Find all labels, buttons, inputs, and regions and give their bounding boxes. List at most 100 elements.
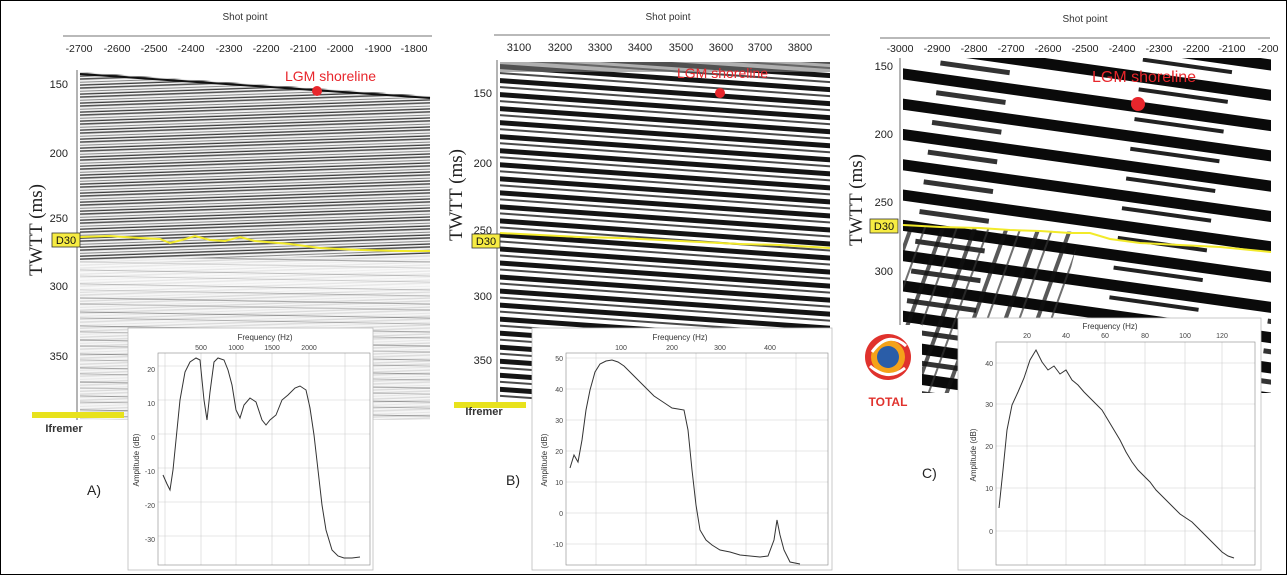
y-tick-label: 300 [474,291,492,303]
x-tick-label: 3200 [548,42,572,54]
spectrum-y-ticks: 40 30 20 10 0 [985,361,993,536]
y-tick-label: 350 [50,351,68,363]
y-tick-label: 200 [875,129,893,141]
x-tick-label: -1800 [401,43,428,55]
x-tick-label: 3400 [628,42,652,54]
panel-a-logo: Ifremer [45,423,83,435]
spectrum-y-tick: 50 [555,356,563,363]
panel-c-twtt-label: TWTT (ms) [846,154,867,246]
x-tick-label: -2300 [216,43,243,55]
spectrum-y-tick: -10 [145,469,155,476]
spectrum-y-tick: 0 [989,529,993,536]
y-tick-label: 200 [474,158,492,170]
y-tick-label: 250 [50,213,68,225]
x-tick-label: -2500 [1072,43,1099,55]
x-tick-label: -2800 [961,43,988,55]
panel-a-x-ticks: -2700 -2600 -2500 -2400 -2300 -2200 -210… [66,43,428,55]
spectrum-x-tick: 1500 [264,345,280,352]
x-tick-label: -2100 [1219,43,1246,55]
panel-c-d30-label: D30 [874,221,894,233]
y-tick-label: 300 [875,266,893,278]
spectrum-x-ticks: 100 200 300 400 [615,345,776,352]
x-tick-label: -2600 [1035,43,1062,55]
x-tick-label: -2700 [66,43,93,55]
x-tick-label: -2000 [327,43,354,55]
panel-b-d30-horizon [499,232,831,249]
y-tick-label: 350 [474,355,492,367]
panel-a-letter: A) [87,482,101,498]
spectrum-y-tick: 20 [147,367,155,374]
spectrum-x-title: Frequency (Hz) [237,333,292,342]
panel-b-x-ticks: 3100 3200 3300 3400 3500 3600 3700 3800 [507,42,812,54]
x-tick-label: -2300 [1146,43,1173,55]
y-tick-label: 250 [875,197,893,209]
y-tick-label: 300 [50,281,68,293]
x-tick-label: -2200 [253,43,280,55]
panel-b-y-ticks: 150 200 250 300 350 [474,88,492,367]
spectrum-x-tick: 2000 [301,345,317,352]
y-tick-label: 150 [474,88,492,100]
panel-c-spectrum-inset: Frequency (Hz) 20 40 60 80 100 120 Ampli… [957,317,1262,571]
x-tick-label: -2700 [998,43,1025,55]
spectrum-y-tick: 10 [555,480,563,487]
spectrum-y-tick: 10 [147,401,155,408]
spectrum-x-tick: 40 [1062,333,1070,340]
panel-c: Shot point -3000 -2900 -2800 -2700 -2600… [846,14,1279,571]
panel-a-d30-label-box [51,232,81,248]
x-tick-label: 3600 [709,42,733,54]
panel-b-shoreline-label: LGM shoreline [677,65,768,81]
panel-c-d30-horizon [902,224,1272,253]
panel-b-twtt-label: TWTT (ms) [446,149,467,241]
spectrum-x-ticks: 500 1000 1500 2000 [195,345,317,352]
panel-a-spectrum-inset: Frequency (Hz) 500 1000 1500 2000 Amplit… [127,327,374,571]
spectrum-x-tick: 200 [666,345,678,352]
spectrum-y-tick: 40 [555,387,563,394]
spectrum-x-tick: 400 [764,345,776,352]
spectrum-y-tick: -20 [145,503,155,510]
x-tick-label: -2200 [1183,43,1210,55]
spectrum-y-tick: 20 [985,444,993,451]
panel-c-letter: C) [922,465,937,481]
spectrum-y-tick: 20 [555,449,563,456]
x-tick-label: 3100 [507,42,531,54]
spectrum-y-tick: 10 [985,486,993,493]
spectrum-y-tick: 0 [151,435,155,442]
panel-b-letter: B) [506,472,520,488]
spectrum-x-ticks: 20 40 60 80 100 120 [1023,333,1228,340]
x-tick-label: -2400 [178,43,205,55]
panel-a-d30-horizon [79,234,430,252]
x-tick-label: 3500 [669,42,693,54]
spectrum-y-title: Amplitude (dB) [540,433,549,486]
spectrum-y-tick: 30 [555,418,563,425]
x-tick-label: 3300 [588,42,612,54]
x-tick-label: 3800 [788,42,812,54]
panel-c-shoreline-marker [1131,97,1145,111]
spectrum-x-tick: 20 [1023,333,1031,340]
x-tick-label: -200 [1257,43,1278,55]
panel-c-y-ticks: 150 200 250 300 [875,61,893,278]
panel-a: Shot point -2700 -2600 -2500 -2400 -2300… [26,12,432,571]
panel-b-spectrum-inset: Frequency (Hz) 100 200 300 400 Amplitude… [531,327,833,571]
spectrum-curve [569,359,801,565]
panel-c-shot-point-title: Shot point [1062,14,1107,25]
spectrum-x-tick: 120 [1216,333,1228,340]
spectrum-y-ticks: 20 10 0 -10 -20 -30 [145,367,155,544]
panel-c-logo: TOTAL [869,395,908,409]
y-tick-label: 150 [875,61,893,73]
spectrum-y-tick: 0 [559,511,563,518]
panel-b-shoreline-marker [715,88,725,98]
spectrum-x-tick: 80 [1141,333,1149,340]
spectrum-y-tick: -10 [553,542,563,549]
spectrum-y-title: Amplitude (dB) [132,433,141,486]
panel-b-logo-bar [454,402,526,408]
panel-a-twtt-label: TWTT (ms) [26,184,47,276]
panel-b-d30-label-box [471,233,501,249]
spectrum-x-tick: 500 [195,345,207,352]
y-tick-label: 200 [50,148,68,160]
panel-b-logo: Ifremer [465,406,503,418]
spectrum-curve [998,348,1235,559]
spectrum-x-tick: 100 [1179,333,1191,340]
spectrum-y-title: Amplitude (dB) [969,428,978,481]
x-tick-label: -2500 [141,43,168,55]
